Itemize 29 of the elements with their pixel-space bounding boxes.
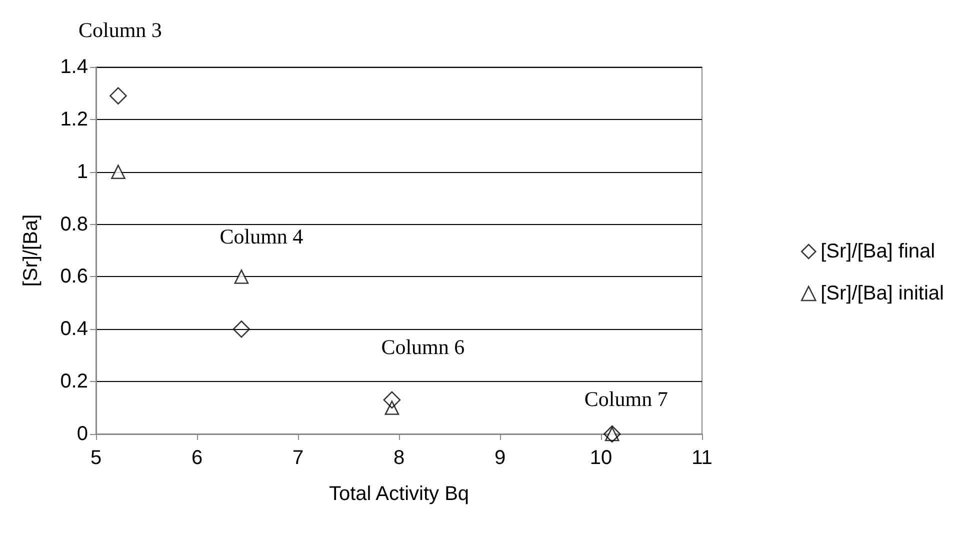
- point: [110, 87, 127, 104]
- y-tick-label: 1.4: [60, 56, 88, 78]
- point: [383, 391, 401, 409]
- annotation: Column 7: [584, 387, 668, 411]
- point: [384, 400, 400, 415]
- x-tick-label: 5: [90, 447, 102, 469]
- x-tick-label: 8: [393, 447, 405, 469]
- x-axis-title: Total Activity Bq: [328, 483, 470, 505]
- legend-label: [Sr]/[Ba] final: [820, 240, 936, 262]
- y-tick-label: 0.8: [60, 213, 88, 236]
- point: [111, 164, 126, 180]
- y-axis-title: [Sr]/[Ba]: [20, 214, 42, 287]
- y-tick-label: 1: [76, 160, 88, 183]
- y-tick-label: 1.2: [60, 108, 88, 130]
- y-tick-label: 0: [76, 423, 88, 445]
- point: [232, 320, 250, 338]
- point: [234, 270, 249, 284]
- y-tick-label: 0.2: [60, 370, 88, 393]
- x-tick-label: 7: [292, 447, 304, 469]
- x-tick-label: 6: [191, 447, 203, 469]
- x-tick-label: 9: [494, 447, 506, 469]
- annotation: Column 4: [220, 224, 304, 249]
- annotation: Column 6: [381, 334, 465, 359]
- y-tick-label: 0.6: [60, 266, 88, 288]
- annotation: Column 3: [78, 18, 162, 42]
- x-tick-label: 11: [692, 447, 712, 469]
- legend-label: [Sr]/[Ba] initial: [820, 282, 944, 304]
- x-tick-label: 10: [590, 447, 612, 469]
- y-tick-label: 0.4: [60, 318, 88, 340]
